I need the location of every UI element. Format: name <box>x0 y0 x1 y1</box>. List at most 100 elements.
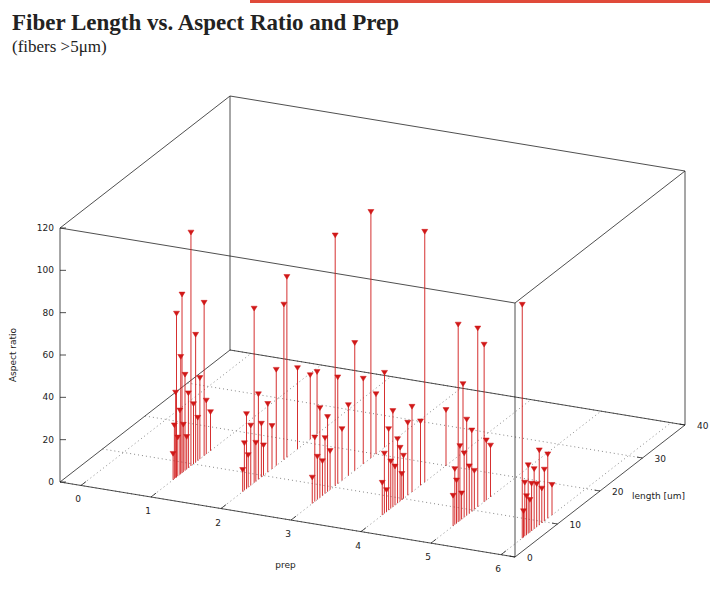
marker <box>203 398 209 403</box>
stem-point <box>368 210 374 459</box>
stem <box>477 329 478 507</box>
stem <box>463 385 464 453</box>
box-edge <box>685 171 686 425</box>
tick-label: 60 <box>43 350 55 360</box>
tick <box>60 439 66 440</box>
box-edge <box>60 482 515 557</box>
stem <box>552 485 553 515</box>
stem-point <box>457 444 463 521</box>
box-edge <box>515 171 685 303</box>
stem-point <box>418 419 424 486</box>
stem-point <box>549 482 555 515</box>
stem-point <box>317 406 323 498</box>
stem <box>322 462 323 496</box>
marker <box>295 366 301 371</box>
grid-line <box>145 416 600 491</box>
marker <box>178 354 184 359</box>
stem-point <box>193 332 199 462</box>
stem <box>193 405 194 464</box>
marker <box>460 382 466 387</box>
stem-point <box>281 302 287 460</box>
stem <box>283 305 284 460</box>
stem <box>536 485 537 527</box>
stem <box>539 451 540 525</box>
marker <box>536 448 542 453</box>
marker <box>455 322 461 327</box>
grid-line <box>501 423 671 555</box>
stem <box>199 379 200 459</box>
marker <box>401 453 407 458</box>
marker <box>381 451 387 456</box>
stem <box>523 512 524 537</box>
marker <box>251 306 257 311</box>
stem-point <box>284 274 290 457</box>
stem <box>384 454 385 513</box>
marker <box>269 424 275 429</box>
stem <box>348 406 349 476</box>
grid-line <box>361 400 531 532</box>
tick <box>60 482 66 483</box>
marker <box>174 311 180 316</box>
tick-label: 30 <box>655 454 667 464</box>
stem <box>458 325 459 522</box>
stem <box>179 411 180 475</box>
stem <box>297 369 298 449</box>
marker <box>390 409 396 414</box>
stem-point <box>443 408 449 466</box>
stem <box>246 415 247 489</box>
stem-point <box>307 373 313 440</box>
stem-point <box>483 438 489 500</box>
stem <box>319 409 320 498</box>
marker <box>201 300 207 305</box>
stem <box>195 335 196 462</box>
stem-point <box>273 367 279 465</box>
tick <box>60 228 66 229</box>
marker <box>193 332 199 337</box>
marker <box>335 375 341 380</box>
stem <box>342 430 343 481</box>
box-edge <box>515 425 685 557</box>
stem <box>272 427 273 469</box>
marker <box>464 417 470 422</box>
marker <box>405 420 411 425</box>
stem <box>317 457 318 499</box>
marker <box>345 403 351 408</box>
box-edge <box>230 96 685 171</box>
grid-line <box>60 482 515 557</box>
marker <box>281 302 287 307</box>
stem <box>182 295 183 473</box>
marker <box>488 443 494 448</box>
box <box>60 96 685 557</box>
tick <box>361 528 366 532</box>
box-edge <box>515 303 516 557</box>
tick-label: 1 <box>145 506 151 516</box>
tick <box>501 551 506 555</box>
stem-point <box>312 435 318 502</box>
chart: Fiber Length vs. Aspect Ratio and Prep(f… <box>0 0 710 600</box>
subtitle: (fibers >5μm) <box>12 37 107 56</box>
marker <box>332 233 338 238</box>
tick-label: 80 <box>43 308 55 318</box>
stem <box>524 483 525 536</box>
stem-point <box>352 341 358 471</box>
stem <box>382 483 383 515</box>
stem <box>401 475 402 500</box>
marker <box>452 467 458 472</box>
stem <box>397 440 398 504</box>
stem-point <box>248 423 254 485</box>
stem <box>424 232 425 482</box>
marker <box>531 467 537 472</box>
stem-point <box>201 300 207 455</box>
stem-point <box>381 451 387 513</box>
stem-point <box>545 452 551 519</box>
marker <box>307 373 313 378</box>
marker <box>273 367 279 372</box>
tick <box>60 270 66 271</box>
stem <box>327 418 328 492</box>
stem <box>276 370 277 465</box>
stem <box>526 497 527 535</box>
stem <box>466 420 467 515</box>
stem <box>531 484 532 531</box>
marker <box>360 376 366 381</box>
stem <box>254 309 255 483</box>
